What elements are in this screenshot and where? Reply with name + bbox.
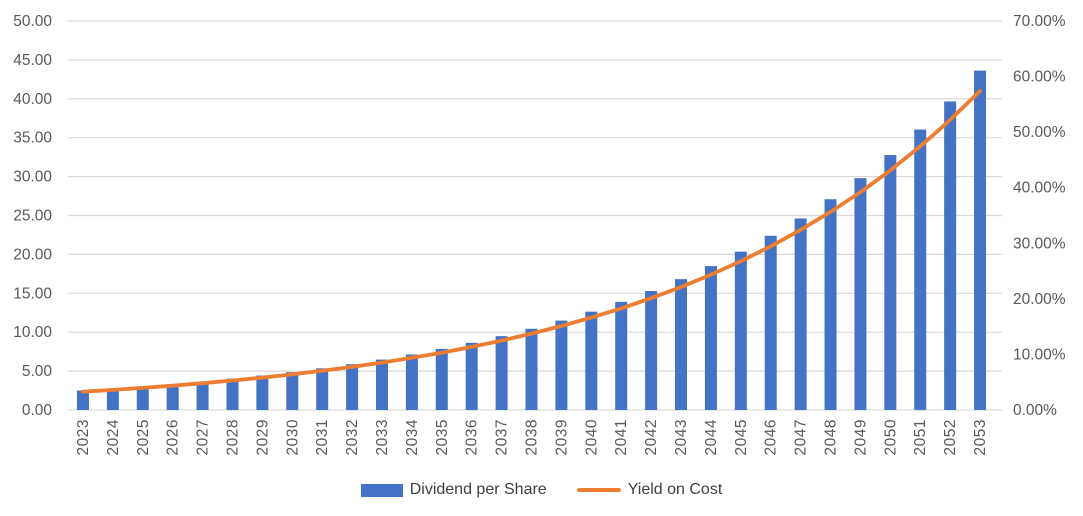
bar-2028: [226, 378, 239, 410]
bar-2030: [286, 372, 299, 410]
x-axis-label-2038: 2038: [524, 419, 541, 455]
x-axis-label-2026: 2026: [165, 419, 182, 455]
x-axis-label-2040: 2040: [583, 419, 600, 455]
x-axis-label-2028: 2028: [224, 419, 241, 455]
x-axis-label-2052: 2052: [942, 419, 959, 455]
x-axis-label-2050: 2050: [882, 419, 899, 455]
bar-2050: [884, 155, 897, 410]
x-axis-label-2043: 2043: [673, 419, 690, 455]
right-axis-tick-label: 70.00%: [1013, 13, 1066, 30]
bar-2033: [375, 359, 388, 410]
bar-2046: [764, 235, 777, 410]
legend-item-yield-on-cost: Yield on Cost: [576, 481, 723, 499]
x-axis-label-2032: 2032: [344, 419, 361, 455]
right-axis-tick-label: 30.00%: [1013, 235, 1066, 252]
left-axis-tick-label: 45.00: [13, 52, 52, 69]
x-axis-label-2030: 2030: [284, 419, 301, 455]
left-axis-tick-label: 20.00: [13, 246, 52, 263]
x-axis-label-2044: 2044: [703, 419, 720, 455]
right-axis-tick-label: 20.00%: [1013, 291, 1066, 308]
x-axis-label-2036: 2036: [464, 419, 481, 455]
bar-2049: [854, 178, 867, 410]
x-axis-label-2047: 2047: [793, 419, 810, 455]
bar-2051: [914, 129, 927, 410]
bar-2038: [525, 328, 538, 410]
right-axis-tick-label: 50.00%: [1013, 124, 1066, 141]
x-axis-label-2033: 2033: [374, 419, 391, 455]
left-axis-tick-label: 30.00: [13, 169, 52, 186]
bar-2040: [585, 311, 598, 410]
bar-2048: [824, 199, 837, 410]
x-axis-label-2048: 2048: [823, 419, 840, 455]
bar-2035: [435, 348, 448, 410]
x-axis-label-2042: 2042: [643, 419, 660, 455]
bar-2031: [316, 368, 329, 410]
x-axis-label-2029: 2029: [254, 419, 271, 455]
x-axis-label-2027: 2027: [195, 419, 212, 455]
x-axis-label-2053: 2053: [972, 419, 989, 455]
x-axis-label-2041: 2041: [613, 419, 630, 455]
bar-2053: [974, 70, 987, 410]
bar-2024: [106, 388, 119, 410]
bar-2032: [346, 364, 359, 410]
right-axis-tick-label: 60.00%: [1013, 69, 1066, 86]
right-axis-tick-label: 0.00%: [1013, 402, 1057, 419]
x-axis-label-2023: 2023: [75, 419, 92, 455]
legend-label: Yield on Cost: [627, 481, 723, 498]
bar-2045: [734, 251, 747, 410]
bar-2029: [256, 375, 269, 410]
left-axis-tick-label: 10.00: [13, 324, 52, 341]
x-axis-label-2034: 2034: [404, 419, 421, 455]
bar-series-swatch: [360, 483, 403, 497]
left-axis-tick-label: 15.00: [13, 285, 52, 302]
bar-2041: [615, 301, 628, 410]
x-axis-label-2046: 2046: [763, 419, 780, 455]
x-axis-label-2024: 2024: [105, 419, 122, 455]
bar-2034: [405, 354, 418, 410]
left-axis-tick-label: 25.00: [13, 208, 52, 225]
bar-2026: [166, 384, 179, 410]
x-axis-label-2049: 2049: [852, 419, 869, 455]
left-axis-tick-label: 0.00: [22, 402, 53, 419]
x-axis-label-2037: 2037: [494, 419, 511, 455]
bar-2027: [196, 381, 209, 410]
left-axis-tick-label: 5.00: [22, 363, 53, 380]
bar-2025: [136, 386, 149, 410]
x-axis-label-2035: 2035: [434, 419, 451, 455]
chart-legend: Dividend per Share Yield on Cost: [0, 481, 1083, 499]
bar-2042: [645, 291, 658, 410]
x-axis-label-2045: 2045: [733, 419, 750, 455]
line-series-swatch: [576, 488, 621, 492]
bar-2047: [794, 218, 807, 410]
right-axis-tick-label: 10.00%: [1013, 346, 1066, 363]
left-axis-tick-label: 35.00: [13, 130, 52, 147]
bar-2052: [944, 101, 957, 411]
bar-2044: [704, 266, 717, 410]
left-axis-tick-label: 40.00: [13, 91, 52, 108]
bar-2023: [76, 390, 89, 410]
x-axis-label-2039: 2039: [553, 419, 570, 455]
legend-label: Dividend per Share: [409, 481, 547, 498]
yield-on-cost-line: [81, 89, 982, 394]
x-axis-label-2051: 2051: [912, 419, 929, 455]
bar-2036: [465, 342, 478, 410]
left-axis-tick-label: 50.00: [13, 13, 52, 30]
legend-item-dividend-per-share: Dividend per Share: [360, 481, 547, 499]
x-axis-label-2031: 2031: [314, 419, 331, 455]
right-axis-tick-label: 40.00%: [1013, 180, 1066, 197]
bar-2043: [675, 279, 688, 410]
bar-2039: [555, 320, 568, 410]
x-axis-label-2025: 2025: [135, 419, 152, 455]
bar-2037: [495, 336, 508, 410]
